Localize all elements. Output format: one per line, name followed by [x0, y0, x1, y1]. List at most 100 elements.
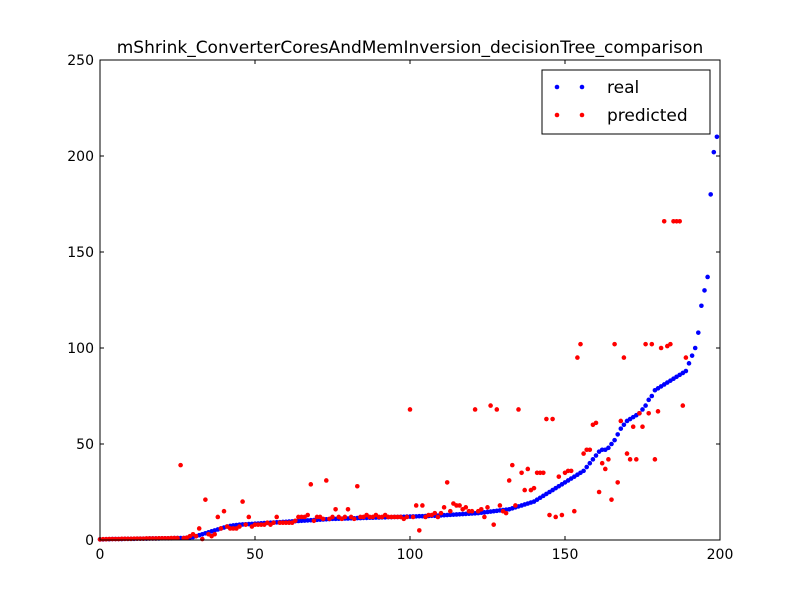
legend-marker-real: [554, 84, 560, 90]
predicted-point: [603, 466, 608, 472]
predicted-point: [479, 506, 484, 512]
predicted-point: [572, 508, 577, 514]
real-point: [606, 445, 611, 451]
predicted-point: [221, 508, 227, 514]
predicted-point: [463, 505, 469, 510]
real-point: [590, 457, 596, 462]
predicted-point: [196, 526, 202, 531]
predicted-point: [345, 506, 351, 512]
predicted-point: [175, 535, 180, 541]
x-tick-label: 200: [707, 547, 734, 563]
y-tick-label: 200: [67, 149, 94, 165]
predicted-point: [212, 531, 217, 537]
predicted-point: [240, 499, 245, 504]
real-point: [609, 441, 614, 447]
real-point: [714, 134, 720, 140]
real-point: [615, 432, 620, 437]
real-point: [705, 274, 710, 280]
real-point: [708, 192, 713, 197]
predicted-point: [320, 516, 326, 522]
predicted-point: [435, 514, 441, 520]
predicted-point: [432, 510, 438, 516]
predicted-point: [441, 505, 447, 510]
x-tick-label: 50: [246, 547, 264, 563]
axis-ticks: 0 50 100 150 200 0 50 100 150 200 250: [67, 53, 733, 563]
predicted-point: [417, 528, 422, 533]
predicted-point: [640, 424, 645, 430]
real-point: [683, 368, 689, 374]
predicted-point: [342, 514, 348, 520]
y-tick-label: 100: [67, 341, 94, 357]
real-point: [587, 460, 593, 466]
real-point: [618, 426, 624, 431]
predicted-point: [497, 503, 503, 508]
predicted-point: [637, 410, 642, 416]
predicted-point: [593, 420, 599, 426]
x-tick-label: 150: [552, 547, 579, 563]
predicted-point: [683, 355, 689, 360]
predicted-point: [630, 424, 636, 430]
predicted-point: [556, 474, 562, 479]
predicted-point: [237, 524, 242, 529]
predicted-point: [333, 506, 338, 512]
predicted-point: [413, 503, 419, 508]
predicted-point: [308, 482, 314, 487]
legend-marker-real: [579, 84, 585, 90]
real-point: [702, 288, 707, 293]
predicted-point: [531, 485, 537, 491]
predicted-point: [482, 514, 487, 520]
real-point: [612, 437, 617, 443]
predicted-point: [677, 218, 682, 224]
predicted-point: [612, 341, 617, 347]
predicted-point: [596, 489, 602, 495]
predicted-point: [550, 416, 555, 422]
predicted-point: [547, 512, 552, 518]
predicted-point: [488, 403, 493, 408]
x-tick-label: 100: [397, 547, 424, 563]
predicted-point: [510, 462, 515, 468]
predicted-point: [655, 409, 661, 414]
real-point: [699, 303, 704, 309]
predicted-point: [438, 510, 444, 516]
predicted-point: [178, 462, 183, 468]
real-point: [649, 393, 655, 399]
predicted-point: [661, 218, 667, 224]
predicted-point: [274, 514, 280, 520]
predicted-point: [618, 418, 624, 424]
real-point: [621, 422, 627, 428]
predicted-point: [544, 416, 549, 422]
predicted-point: [420, 503, 425, 508]
predicted-point: [652, 457, 658, 462]
predicted-point: [218, 526, 224, 531]
predicted-point: [271, 520, 276, 526]
predicted-point: [581, 451, 586, 456]
predicted-point: [246, 514, 252, 520]
predicted-point: [559, 512, 565, 518]
predicted-point: [575, 355, 580, 360]
predicted-point: [568, 468, 574, 474]
predicted-point: [324, 478, 329, 483]
predicted-point: [624, 451, 630, 456]
predicted-point: [444, 480, 450, 485]
predicted-point: [472, 407, 478, 412]
y-tick-label: 0: [85, 533, 94, 549]
predicted-point: [407, 407, 413, 412]
legend-box: [541, 69, 711, 135]
predicted-point: [553, 514, 558, 520]
predicted-point: [448, 508, 453, 514]
real-point: [696, 330, 701, 335]
predicted-point: [578, 341, 583, 347]
predicted-point: [516, 407, 521, 412]
predicted-point: [649, 341, 655, 347]
real-point: [640, 407, 645, 412]
predicted-point: [519, 470, 524, 476]
y-tick-label: 150: [67, 245, 94, 261]
y-tick-label: 250: [67, 53, 94, 69]
legend-label-predicted: predicted: [607, 106, 688, 126]
predicted-point: [311, 518, 317, 524]
predicted-point: [404, 514, 410, 520]
x-tick-label: 0: [96, 547, 105, 563]
real-point: [646, 397, 651, 403]
predicted-point: [215, 514, 221, 520]
